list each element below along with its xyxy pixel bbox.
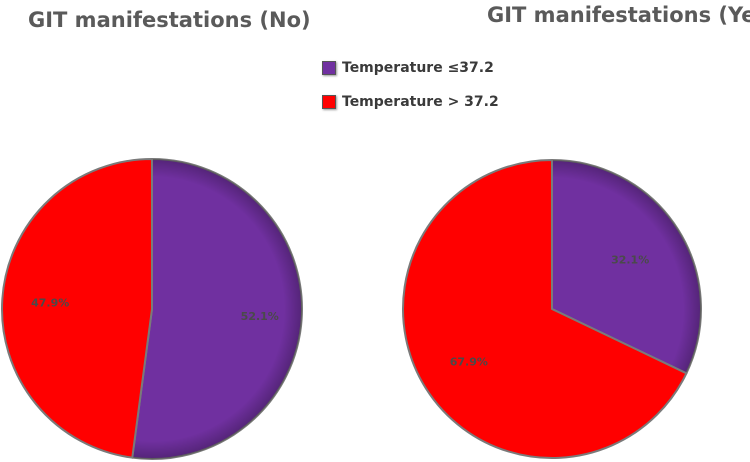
- pie-git-yes: 32.1% 67.9%: [402, 159, 702, 459]
- pie-slice-git-yes-temp-high: [402, 159, 688, 459]
- legend-label-temp-low: Temperature ≤37.2: [342, 60, 494, 76]
- data-label-git-no-temp-low: 52.1%: [241, 310, 279, 323]
- data-label-git-yes-temp-high: 67.9%: [450, 355, 488, 368]
- pie-slice-git-no-temp-high: [1, 158, 153, 459]
- data-label-git-yes-temp-low: 32.1%: [611, 254, 649, 267]
- chart-title-git-yes: GIT manifestations (Yes): [487, 3, 750, 27]
- legend-label-temp-high: Temperature > 37.2: [342, 94, 499, 110]
- legend-item-temp-low: Temperature ≤37.2: [322, 58, 499, 78]
- data-label-git-no-temp-high: 47.9%: [31, 296, 69, 309]
- legend-item-temp-high: Temperature > 37.2: [322, 92, 499, 112]
- pie-git-no: 52.1% 47.9%: [1, 158, 303, 460]
- legend: Temperature ≤37.2 Temperature > 37.2: [322, 58, 499, 126]
- legend-swatch-temp-high: [322, 95, 336, 109]
- legend-swatch-temp-low: [322, 61, 336, 75]
- chart-title-git-no: GIT manifestations (No): [28, 8, 311, 32]
- pie-slice-git-no-temp-low: [131, 158, 303, 460]
